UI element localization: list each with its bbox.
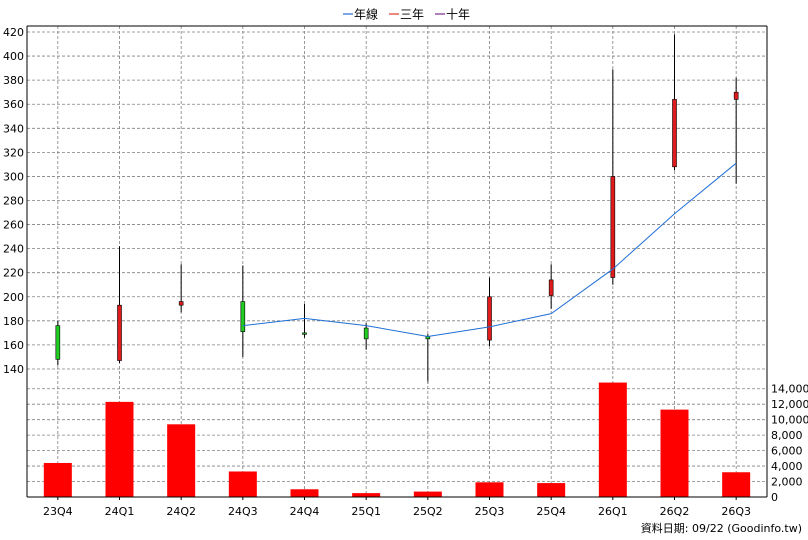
x-tick-label: 23Q4 xyxy=(43,505,73,518)
volume-bar-25Q1 xyxy=(352,493,381,497)
price-tick-label: 400 xyxy=(3,50,24,63)
volume-tick-label: 10,000 xyxy=(771,414,808,427)
price-tick-label: 420 xyxy=(3,26,24,39)
x-tick-label: 26Q2 xyxy=(660,505,690,518)
ma-line-annual xyxy=(242,162,737,337)
x-tick-label: 25Q4 xyxy=(536,505,566,518)
candle-body-24Q2 xyxy=(178,301,184,306)
legend: 年線 三年 十年 xyxy=(343,7,470,22)
volume-panel: 0 2,000 4,000 6,000 8,000 10,000 12,000 14,000 xyxy=(26,381,808,504)
volume-bar-24Q2 xyxy=(167,424,196,497)
price-tick-label: 340 xyxy=(3,122,24,135)
price-tick-label: 260 xyxy=(3,219,24,232)
volume-bar-24Q1 xyxy=(105,401,134,497)
candle-body-24Q4 xyxy=(302,332,307,335)
price-tick-label: 320 xyxy=(3,146,24,159)
volume-tick-label: 12,000 xyxy=(771,398,808,411)
x-tick-label: 24Q4 xyxy=(290,505,320,518)
candle-body-26Q1 xyxy=(610,176,616,278)
candle-body-25Q1 xyxy=(363,327,369,340)
x-tick-label: 24Q3 xyxy=(228,505,258,518)
x-tick-label: 25Q3 xyxy=(475,505,505,518)
volume-tick-label: 2,000 xyxy=(771,476,803,489)
x-tick-label: 24Q1 xyxy=(105,505,135,518)
volume-bar-23Q4 xyxy=(43,462,72,497)
price-tick-label: 140 xyxy=(3,363,24,376)
volume-bar-25Q4 xyxy=(537,483,566,497)
volume-bar-26Q1 xyxy=(598,382,627,497)
legend-label-0: 年線 xyxy=(354,7,378,22)
price-tick-label: 160 xyxy=(3,339,24,352)
x-tick-label: 25Q1 xyxy=(351,505,381,518)
candle-body-25Q3 xyxy=(487,296,492,341)
volume-tick-label: 8,000 xyxy=(771,429,803,442)
price-tick-label: 380 xyxy=(3,74,24,87)
x-tick-label: 25Q2 xyxy=(413,505,443,518)
volume-bar-26Q2 xyxy=(660,409,689,497)
price-tick-label: 240 xyxy=(3,243,24,256)
candle-body-26Q2 xyxy=(672,99,677,168)
x-axis: 23Q4 24Q1 24Q2 24Q3 24Q4 25Q1 25Q2 25Q3 25Q4 26Q1… xyxy=(43,497,751,518)
price-tick-label: 360 xyxy=(3,98,24,111)
volume-bar-24Q3 xyxy=(228,471,257,497)
volume-bar-24Q4 xyxy=(290,489,319,497)
candle-body-25Q4 xyxy=(548,279,554,296)
volume-tick-label: 4,000 xyxy=(771,460,803,473)
x-tick-label: 26Q1 xyxy=(598,505,628,518)
candle-body-26Q3 xyxy=(733,91,739,100)
candle-body-23Q4 xyxy=(55,325,61,360)
volume-tick-label: 0 xyxy=(771,491,778,504)
price-tick-label: 280 xyxy=(3,194,24,207)
price-tick-label: 200 xyxy=(3,291,24,304)
x-tick-label: 26Q3 xyxy=(721,505,751,518)
price-tick-label: 220 xyxy=(3,267,24,280)
price-tick-label: 180 xyxy=(3,315,24,328)
x-tick-label: 24Q2 xyxy=(166,505,196,518)
data-date-footer: 資料日期: 09/22 (Goodinfo.tw) xyxy=(640,522,802,535)
volume-tick-label: 6,000 xyxy=(771,445,803,458)
legend-label-2: 十年 xyxy=(446,8,470,22)
volume-bar-26Q3 xyxy=(722,472,751,497)
volume-bar-25Q2 xyxy=(413,491,442,497)
legend-label-1: 三年 xyxy=(400,8,424,22)
price-panel: 140 160 180 200 220 240 260 280 300 320 340 360 380 4… xyxy=(3,25,768,384)
price-tick-label: 300 xyxy=(3,170,24,183)
candle-body-24Q1 xyxy=(117,304,122,361)
candle-body-24Q3 xyxy=(240,301,246,332)
volume-bar-25Q3 xyxy=(475,482,504,497)
volume-tick-label: 14,000 xyxy=(771,383,808,396)
